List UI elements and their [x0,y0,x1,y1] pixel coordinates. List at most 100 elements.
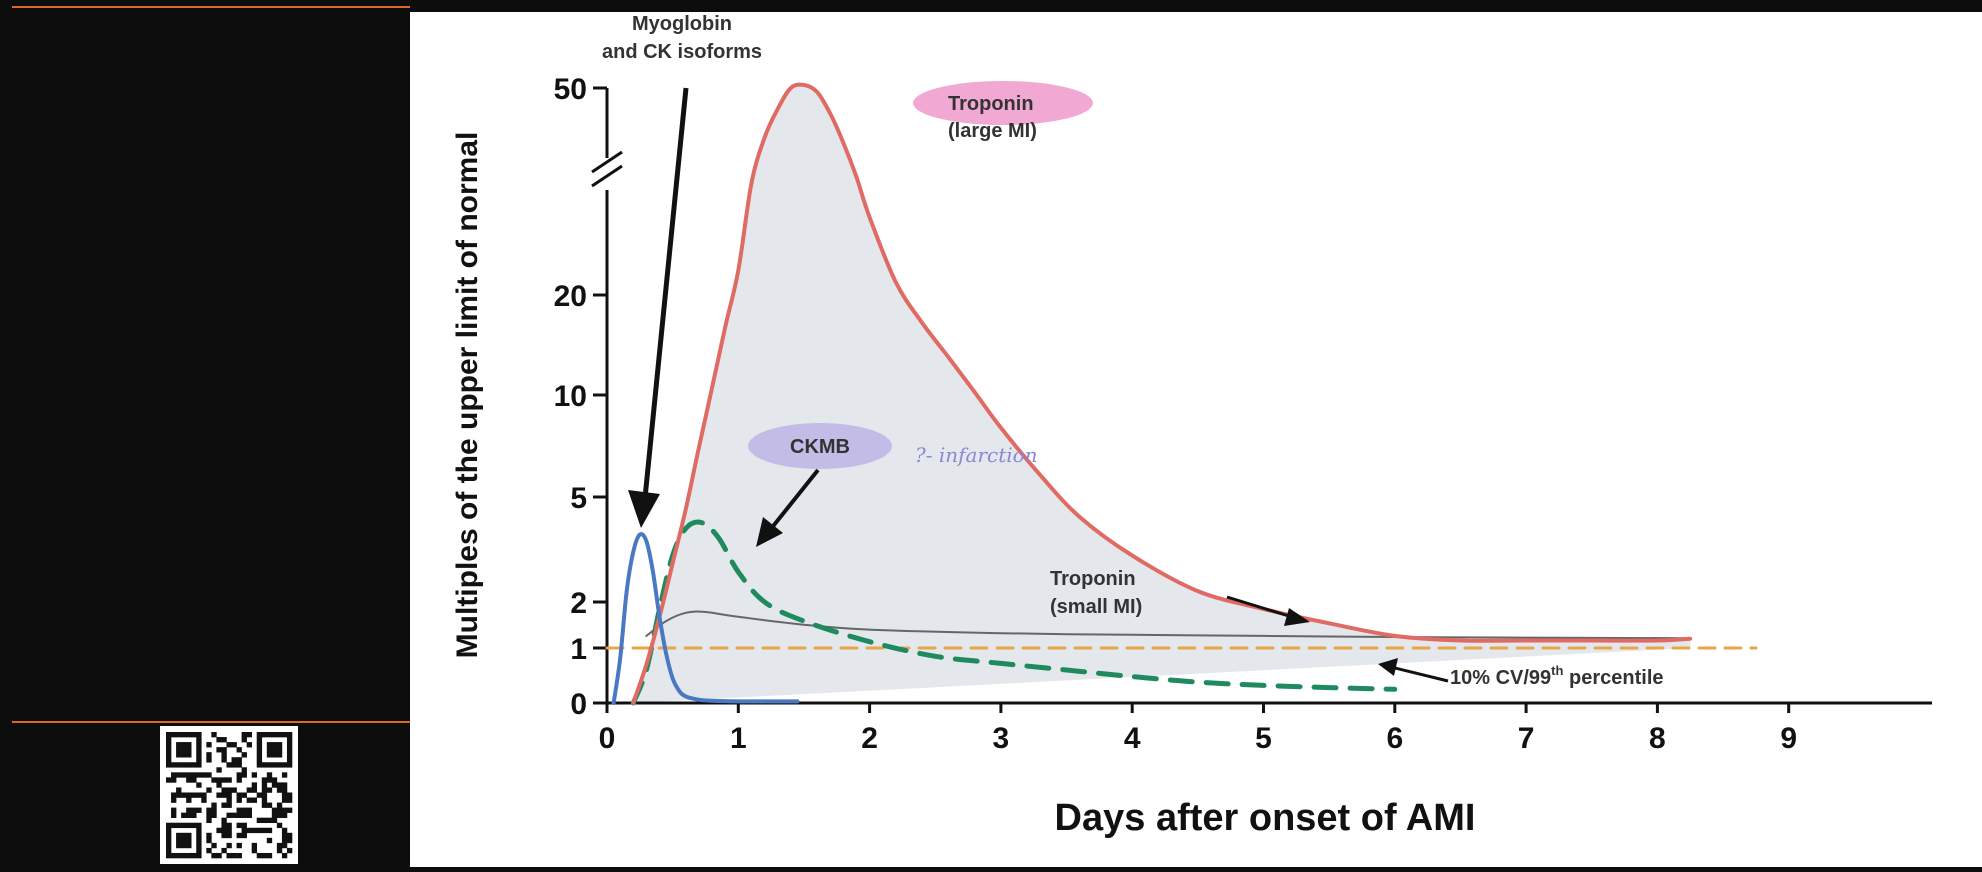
qr-module [286,792,293,798]
qr-module [186,832,192,839]
qr-module [241,832,247,839]
qr-module [261,802,268,808]
qr-module [206,787,212,793]
qr-module [196,782,202,788]
qr-module [186,777,192,783]
qr-module [166,847,172,854]
qr-module [281,772,288,778]
qr-module [261,782,268,788]
bottom-orange-divider [12,721,410,723]
qr-module [266,817,273,824]
qr-module [236,762,242,768]
qr-module [211,732,217,738]
qr-module [176,792,182,798]
qr-module [236,792,242,798]
qr-module [186,762,192,768]
qr-module [221,802,227,808]
qr-module [231,757,237,763]
qr-module [226,777,232,783]
qr-module [166,822,172,829]
qr-module [286,807,293,813]
qr-module [181,812,187,818]
qr-module [196,757,202,763]
qr-module [206,832,212,839]
percentile-label: 10% CV/99th percentile [1450,663,1664,689]
qr-module [171,807,177,813]
qr-module [236,777,242,783]
qr-module [171,732,177,738]
qr-module [251,842,258,849]
qr-module [251,782,258,788]
myoglobin-label: Myoglobin [632,13,732,35]
qr-module [221,792,227,798]
qr-module [221,832,227,839]
qr-module [276,822,283,829]
qr-module [266,732,273,738]
qr-module [221,827,227,834]
qr-module [261,817,268,824]
qr-module [271,752,278,758]
percentile-arrow [1378,658,1449,683]
series-myoglobin-and-ck-isoforms [611,532,800,705]
qr-module [221,757,227,763]
qr-module [166,732,172,738]
qr-module [261,787,268,793]
x-tick-label-6: 6 [1386,722,1403,755]
qr-module [226,797,232,803]
qr-module [286,797,293,803]
ckmb-arrow [756,468,820,547]
ckmb-highlight [748,423,892,469]
qr-module [261,762,268,768]
biomarker-chart: 0 1 2 3 4 5 6 7 8 9 0 1 2 5 10 20 50 Days after onset o… [451,13,1932,839]
qr-module [181,792,187,798]
qr-module [286,837,293,844]
qr-code[interactable] [160,726,298,864]
qr-module [171,822,177,829]
qr-module [266,777,273,783]
qr-module [261,792,268,798]
qr-module [221,752,227,758]
qr-module [251,787,258,793]
qr-module [221,737,227,743]
qr-module [226,792,232,798]
qr-module [226,787,232,793]
qr-module [166,742,172,748]
qr-module [256,762,263,768]
qr-module [196,847,202,854]
qr-module [226,802,232,808]
troponin-large-sublabel: (large MI) [948,120,1037,142]
qr-module [226,822,232,829]
qr-module [281,827,288,834]
qr-module [276,787,283,793]
qr-module [276,732,283,738]
qr-module [181,762,187,768]
qr-module [271,807,278,813]
qr-module [176,747,182,753]
percentile-label-prefix: 10% CV/99 [1450,667,1551,689]
qr-module [196,792,202,798]
qr-module [216,852,222,859]
qr-module [171,792,177,798]
qr-module [196,762,202,768]
qr-module [266,742,273,748]
qr-module [271,812,278,818]
qr-module [171,812,177,818]
qr-code-graphic [166,732,293,859]
qr-module [181,852,187,859]
qr-module [246,812,252,818]
qr-module [236,772,242,778]
qr-module [251,797,258,803]
chart-panel: 0 1 2 3 4 5 6 7 8 9 0 1 2 5 10 20 50 Days after onset o… [410,12,1982,867]
qr-module [166,832,172,839]
qr-module [166,757,172,763]
qr-module [246,797,252,803]
qr-module [256,827,263,834]
qr-module [236,822,242,829]
qr-module [256,737,263,743]
qr-module [206,742,212,748]
qr-module [286,762,293,768]
qr-module [196,837,202,844]
qr-module [176,852,182,859]
percentile-label-suffix: percentile [1563,667,1663,689]
qr-module [286,742,293,748]
